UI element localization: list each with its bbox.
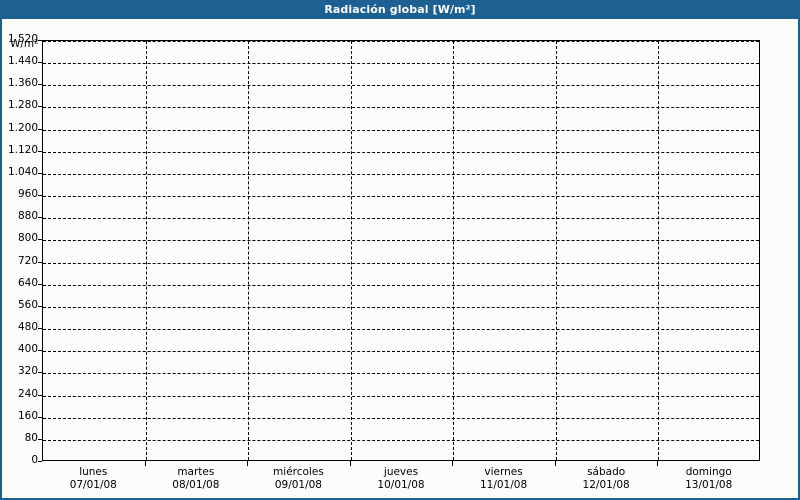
- gridline-horizontal: [43, 262, 759, 264]
- x-axis-date: 12/01/08: [582, 479, 630, 491]
- gridline-horizontal: [43, 107, 759, 109]
- x-axis-weekday: miércoles: [273, 466, 324, 478]
- chart-body: W/m² 1.520 1.440 1.360 1.280 1.200 1.120 1.040…: [2, 21, 798, 498]
- x-axis-date: 10/01/08: [377, 479, 425, 491]
- y-axis-tick-mark: [38, 217, 42, 219]
- y-axis-tick-label: 160: [17, 409, 38, 422]
- y-axis-tick-label: 240: [17, 387, 38, 400]
- y-axis-tick-label: 1.120: [7, 143, 38, 156]
- x-axis-tick-label: sábado 12/01/08: [583, 466, 630, 492]
- y-axis-tick-mark: [38, 372, 42, 374]
- y-axis-tick-label: 960: [17, 188, 38, 201]
- y-axis-tick-label: 1.280: [7, 99, 38, 112]
- gridline-vertical: [145, 41, 147, 460]
- gridline-horizontal: [43, 63, 759, 65]
- y-axis-tick-mark: [38, 283, 42, 285]
- gridline-vertical: [555, 41, 557, 460]
- y-axis-tick-label: 400: [17, 343, 38, 356]
- y-axis-tick-mark: [38, 106, 42, 108]
- gridline-horizontal: [43, 351, 759, 353]
- x-axis-weekday: sábado: [587, 466, 626, 478]
- gridline-horizontal: [43, 196, 759, 198]
- y-axis-tick-mark: [38, 438, 42, 440]
- x-axis-tick-label: domingo 13/01/08: [685, 466, 732, 492]
- y-axis-tick-mark: [38, 239, 42, 241]
- x-axis-weekday: viernes: [484, 466, 523, 478]
- window-titlebar: Radiación global [W/m²]: [2, 2, 798, 19]
- x-axis-date: 13/01/08: [685, 479, 733, 491]
- y-axis-tick-mark: [38, 84, 42, 86]
- gridline-horizontal: [43, 417, 759, 419]
- y-axis-tick-mark: [38, 328, 42, 330]
- y-axis-tick-mark: [38, 261, 42, 263]
- gridline-vertical: [658, 41, 660, 460]
- y-axis-tick-label: 1.040: [7, 165, 38, 178]
- gridline-horizontal: [43, 173, 759, 175]
- x-axis-tick-label: viernes 11/01/08: [480, 466, 527, 492]
- y-axis-tick-label: 1.440: [7, 55, 38, 68]
- y-axis-tick-mark: [38, 172, 42, 174]
- gridline-vertical: [453, 41, 455, 460]
- x-axis-weekday: lunes: [79, 466, 108, 478]
- y-axis-tick-label: 800: [17, 232, 38, 245]
- gridline-horizontal: [43, 85, 759, 87]
- gridline-horizontal: [43, 240, 759, 242]
- y-axis-tick-mark: [38, 62, 42, 64]
- x-axis-tick-label: miércoles 09/01/08: [273, 466, 324, 492]
- x-axis-date: 07/01/08: [69, 479, 117, 491]
- y-axis-tick-mark: [38, 461, 42, 462]
- gridline-horizontal: [43, 306, 759, 308]
- gridline-horizontal: [43, 373, 759, 375]
- gridline-horizontal: [43, 151, 759, 153]
- gridline-horizontal: [43, 439, 759, 441]
- y-axis-tick-mark: [38, 350, 42, 352]
- gridline-horizontal: [43, 218, 759, 220]
- x-axis-tick-mark: [349, 461, 351, 466]
- gridline-vertical: [350, 41, 352, 460]
- x-axis-tick-label: jueves 10/01/08: [377, 466, 424, 492]
- x-axis-tick-mark: [554, 461, 556, 466]
- y-axis-tick-label: 560: [17, 298, 38, 311]
- plot-area: [42, 40, 760, 461]
- y-axis-tick-label: 1.520: [7, 33, 38, 45]
- x-axis-tick-mark: [144, 461, 146, 466]
- x-axis-tick-label: lunes 07/01/08: [70, 466, 117, 492]
- y-axis-tick-label: 1.200: [7, 121, 38, 134]
- y-axis-tick-mark: [38, 40, 42, 41]
- y-axis-tick-label: 80: [24, 431, 38, 444]
- x-axis-weekday: jueves: [383, 466, 419, 478]
- gridline-horizontal: [43, 41, 759, 42]
- y-axis-tick-mark: [38, 394, 42, 396]
- gridline-horizontal: [43, 329, 759, 331]
- y-axis-tick-label: 640: [17, 276, 38, 289]
- y-axis-tick-mark: [38, 128, 42, 130]
- gridline-horizontal: [43, 129, 759, 131]
- y-axis-tick-mark: [38, 416, 42, 418]
- x-axis-tick-mark: [247, 461, 249, 466]
- x-axis-weekday: martes: [177, 466, 215, 478]
- x-axis-date: 08/01/08: [172, 479, 220, 491]
- y-axis-tick-mark: [38, 150, 42, 152]
- y-axis-tick-label: 1.360: [7, 77, 38, 90]
- gridline-horizontal: [43, 284, 759, 286]
- y-axis-tick-mark: [38, 305, 42, 307]
- y-axis-title: W/m²: [10, 38, 39, 50]
- y-axis-tick-label: 0: [31, 454, 38, 466]
- x-axis-date: 09/01/08: [274, 479, 322, 491]
- gridline-horizontal: [43, 395, 759, 397]
- y-axis-tick-label: 320: [17, 365, 38, 378]
- x-axis-weekday: domingo: [685, 466, 732, 478]
- gridline-vertical: [248, 41, 250, 460]
- x-axis-tick-label: martes 08/01/08: [172, 466, 219, 492]
- page-title: Radiación global [W/m²]: [324, 3, 476, 16]
- x-axis-date: 11/01/08: [479, 479, 528, 491]
- x-axis-tick-mark: [452, 461, 454, 466]
- x-axis-tick-mark: [657, 461, 659, 466]
- y-axis-tick-mark: [38, 195, 42, 197]
- y-axis-tick-label: 880: [17, 210, 38, 223]
- y-axis-tick-label: 720: [17, 254, 38, 267]
- y-axis-tick-label: 480: [17, 321, 38, 334]
